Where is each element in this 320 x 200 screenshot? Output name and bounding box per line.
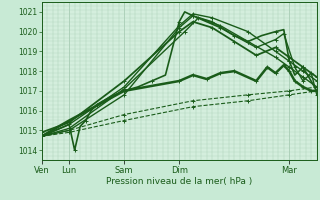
X-axis label: Pression niveau de la mer( hPa ): Pression niveau de la mer( hPa ) (106, 177, 252, 186)
